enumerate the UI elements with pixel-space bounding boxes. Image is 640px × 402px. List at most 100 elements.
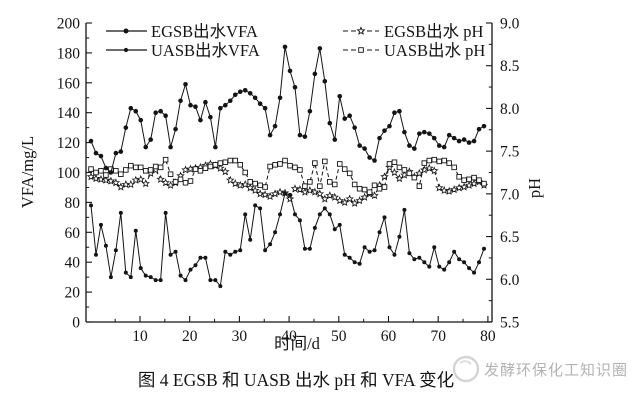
egsb-ph-point bbox=[290, 184, 300, 193]
uasb-vfa-point bbox=[148, 275, 153, 280]
egsb-ph-point bbox=[305, 185, 315, 195]
uasb-ph-point bbox=[386, 161, 393, 167]
egsb-ph-point bbox=[300, 187, 310, 196]
uasb-ph-point bbox=[396, 164, 403, 171]
uasb-vfa-point bbox=[452, 249, 457, 254]
uasb-ph-point bbox=[401, 167, 408, 173]
uasb-ph-point bbox=[177, 176, 184, 183]
uasb-vfa-point bbox=[402, 207, 407, 212]
uasb-ph-point bbox=[361, 186, 368, 193]
egsb-ph-point bbox=[221, 167, 230, 176]
uasb-vfa-point bbox=[138, 266, 143, 271]
egsb-vfa-point bbox=[446, 132, 452, 138]
x-tick-label: 50 bbox=[331, 328, 347, 345]
egsb-vfa-point bbox=[337, 93, 343, 99]
uasb-ph-point bbox=[466, 176, 472, 183]
egsb-ph-point bbox=[444, 186, 454, 195]
uasb-vfa-point bbox=[422, 260, 427, 265]
uasb-ph-point bbox=[451, 164, 457, 171]
egsb-ph-point bbox=[395, 174, 404, 183]
egsb-vfa-point bbox=[317, 46, 323, 51]
uasb-ph-point bbox=[152, 163, 159, 170]
uasb-vfa-point bbox=[372, 248, 377, 253]
egsb-vfa-point bbox=[382, 128, 387, 133]
egsb-vfa-point bbox=[282, 44, 288, 50]
uasb-vfa-legend-marker-icon bbox=[123, 47, 129, 53]
uasb-ph-point bbox=[351, 181, 358, 188]
egsb-vfa-point bbox=[422, 129, 427, 135]
uasb-ph-point bbox=[207, 163, 214, 170]
uasb-ph-point bbox=[307, 179, 313, 185]
uasb出水vfa-line bbox=[90, 192, 485, 288]
uasb-vfa-point bbox=[198, 255, 203, 260]
egsb出水vfa-series bbox=[88, 44, 487, 175]
uasb-vfa-point bbox=[223, 249, 228, 254]
egsb-vfa-point bbox=[362, 146, 367, 151]
y-left-tick-label: 140 bbox=[57, 105, 81, 122]
egsb-vfa-point bbox=[247, 90, 253, 96]
egsb-ph-point bbox=[255, 189, 265, 198]
egsb-ph-point bbox=[380, 172, 389, 181]
uasb-vfa-point bbox=[337, 222, 342, 227]
egsb-vfa-point bbox=[377, 135, 382, 141]
uasb-ph-point bbox=[133, 164, 139, 171]
egsb-ph-point bbox=[141, 179, 150, 188]
egsb-ph-point bbox=[390, 168, 399, 177]
uasb-vfa-point bbox=[183, 278, 188, 283]
axes: 0 20 40 60 80 100 120 140 160 180 200 5.5 6.0 6.5 7.0 7… bbox=[57, 16, 520, 346]
y-left-axis-title: VFA/mg/L bbox=[18, 136, 37, 208]
egsb-vfa-point bbox=[302, 134, 308, 139]
uasb-ph-point bbox=[436, 158, 442, 165]
egsb-vfa-point bbox=[417, 131, 422, 136]
uasb-ph-point bbox=[381, 184, 388, 190]
egsb-vfa-point bbox=[163, 113, 168, 118]
y-right-tick-label: 6.0 bbox=[500, 272, 520, 289]
uasb-ph-point bbox=[441, 157, 447, 164]
egsb-vfa-point bbox=[252, 95, 258, 101]
egsb-vfa-point bbox=[461, 137, 467, 142]
uasb-ph-point bbox=[406, 170, 413, 177]
data-series bbox=[86, 44, 489, 289]
uasb-vfa-point bbox=[263, 248, 268, 253]
uasb-vfa-point bbox=[193, 263, 198, 268]
uasb-vfa-point bbox=[253, 203, 258, 208]
uasb-ph-point bbox=[222, 159, 229, 165]
uasb-vfa-point bbox=[238, 248, 243, 253]
y-left-tick-label: 20 bbox=[65, 285, 81, 302]
uasb-vfa-point bbox=[273, 230, 278, 235]
uasb-vfa-point bbox=[118, 210, 123, 215]
egsb-ph-legend-star-icon bbox=[356, 26, 366, 35]
uasb-vfa-point bbox=[477, 260, 482, 265]
x-tick-label: 20 bbox=[182, 328, 198, 345]
uasb-ph-point bbox=[103, 172, 109, 178]
uasb-vfa-point bbox=[163, 210, 168, 215]
uasb-vfa-point bbox=[417, 255, 422, 260]
egsb-ph-point bbox=[340, 197, 349, 207]
uasb-vfa-point bbox=[287, 192, 292, 197]
uasb-vfa-point bbox=[432, 245, 437, 250]
y-left-tick-label: 40 bbox=[65, 255, 81, 272]
uasb-ph-point bbox=[262, 184, 268, 190]
egsb-vfa-point bbox=[198, 117, 203, 123]
uasb-vfa-point bbox=[108, 275, 113, 280]
uasb-ph-point bbox=[123, 167, 129, 173]
egsb-vfa-point bbox=[193, 104, 198, 110]
uasb-vfa-point bbox=[158, 278, 163, 283]
egsb-vfa-point bbox=[133, 108, 139, 114]
uasb-ph-point bbox=[461, 177, 467, 183]
uasb-ph-point bbox=[197, 168, 204, 174]
y-right-tick-label: 6.5 bbox=[500, 229, 520, 246]
egsb-ph-point bbox=[325, 191, 335, 200]
egsb-vfa-point bbox=[451, 135, 457, 141]
uasb-ph-point bbox=[237, 162, 243, 168]
y-left-tick-label: 160 bbox=[57, 75, 81, 92]
uasb-ph-point bbox=[336, 161, 343, 167]
egsb-ph-point bbox=[420, 165, 429, 174]
uasb-ph-point bbox=[272, 162, 278, 168]
uasb-ph-point bbox=[118, 171, 124, 177]
uasb-ph-point bbox=[431, 156, 438, 163]
uasb-vfa-point bbox=[123, 270, 128, 275]
egsb-ph-point bbox=[86, 172, 96, 181]
egsb-vfa-point bbox=[372, 158, 377, 163]
y-left-tick-label: 60 bbox=[65, 225, 81, 242]
